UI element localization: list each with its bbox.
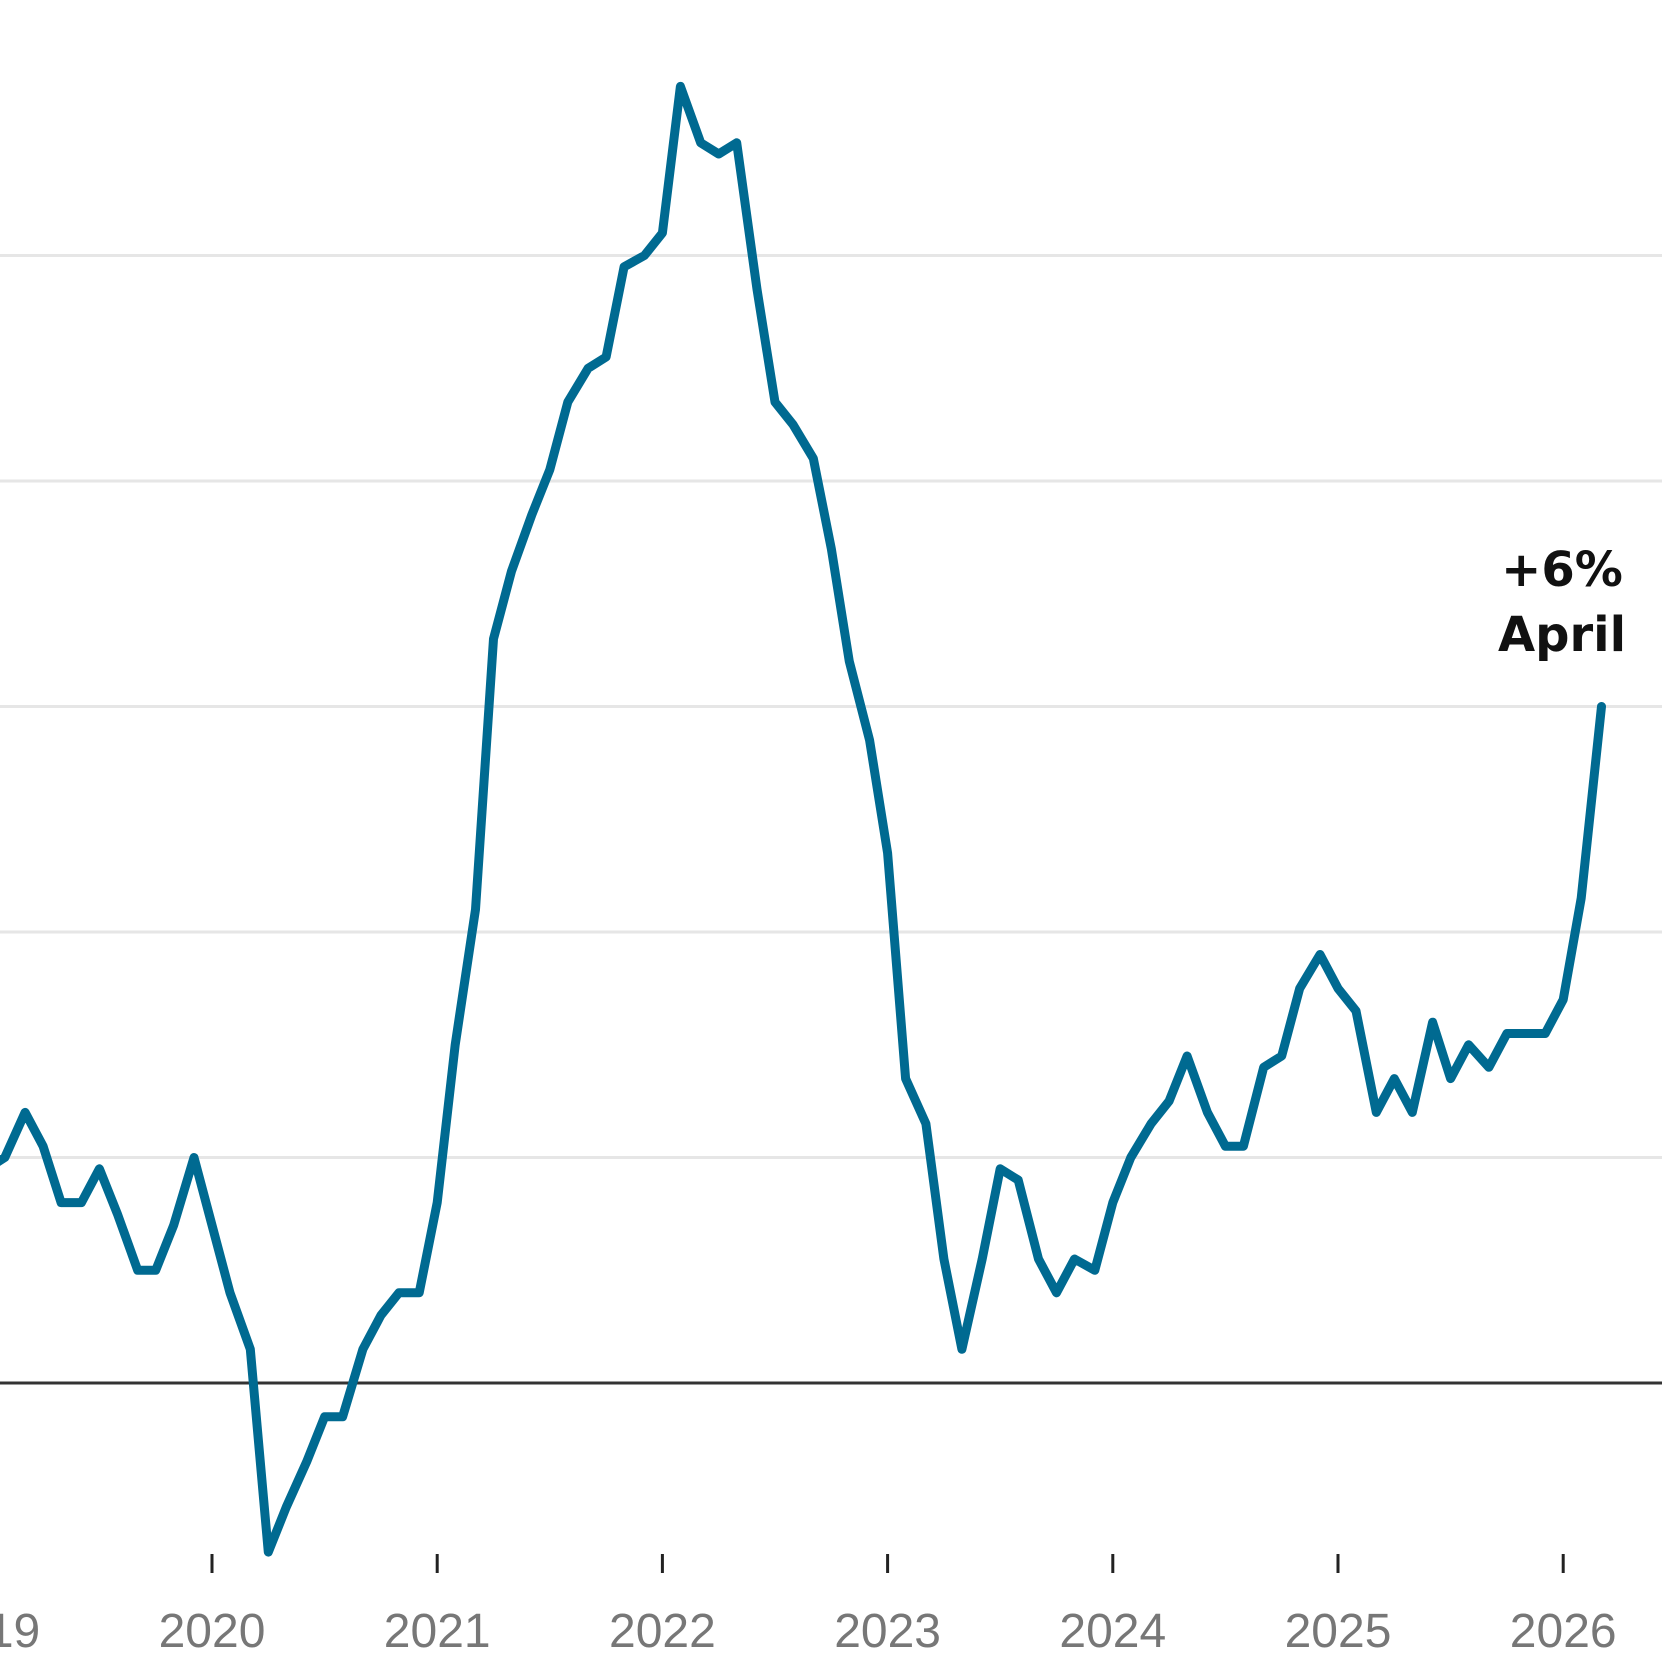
x-tick-label: 2025 [1285, 1605, 1392, 1658]
x-tick-label: 2021 [384, 1605, 491, 1658]
x-tick-label: 2022 [609, 1605, 716, 1658]
end-annotation: +6% April [1498, 542, 1626, 663]
x-tick-label: 2026 [1510, 1605, 1617, 1658]
annotation-value: +6% [1501, 542, 1623, 598]
gridlines [0, 254, 1662, 1159]
x-tick-label: 2019 [0, 1605, 40, 1658]
x-tick-label: 2023 [834, 1605, 941, 1658]
x-tick-label: 2024 [1059, 1605, 1166, 1658]
series-line [0, 81, 1606, 1557]
annotation-date: April [1498, 607, 1626, 663]
x-tick-label: 2020 [159, 1605, 266, 1658]
x-axis: 2019 2020 2021 2022 2023 2024 2025 2026 [0, 1554, 1617, 1658]
